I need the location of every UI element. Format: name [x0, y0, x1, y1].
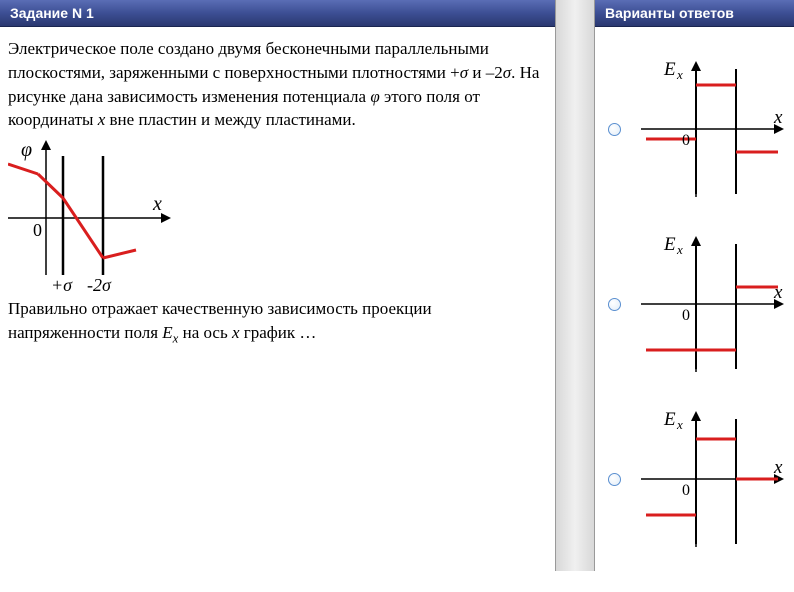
svg-text:x: x [773, 457, 783, 478]
svg-text:E: E [663, 409, 676, 430]
task-header: Задание N 1 [0, 0, 555, 27]
svg-text:x: x [152, 193, 162, 215]
svg-text:+σ: +σ [51, 275, 73, 293]
question-text-2: Правильно отражает качественную зависимо… [8, 297, 547, 348]
answer-option-1: E x x 0 [603, 57, 786, 202]
svg-text:φ: φ [21, 139, 32, 161]
answers-header: Варианты ответов [595, 0, 794, 27]
question-diagram: φ x 0 +σ -2σ [8, 138, 547, 293]
answer-option-2: E x x 0 [603, 232, 786, 377]
question-text-1: Электрическое поле создано двумя бесконе… [8, 37, 547, 132]
chart-option-2: E x x 0 [636, 232, 786, 377]
answer-option-3: E x x 0 [603, 407, 786, 552]
answers-list: E x x 0 E x x 0 E x x 0 [595, 27, 794, 592]
chart-option-3: E x x 0 [636, 407, 786, 552]
svg-text:-2σ: -2σ [87, 275, 112, 293]
svg-text:E: E [663, 234, 676, 255]
svg-text:0: 0 [33, 220, 42, 240]
radio-option-3[interactable] [608, 473, 621, 486]
chart-option-1: E x x 0 [636, 57, 786, 202]
svg-text:x: x [676, 417, 683, 432]
radio-option-2[interactable] [608, 298, 621, 311]
svg-text:E: E [663, 59, 676, 80]
svg-text:0: 0 [682, 132, 690, 149]
svg-text:x: x [676, 242, 683, 257]
svg-text:x: x [773, 282, 783, 303]
panel-divider [555, 0, 595, 571]
svg-text:x: x [773, 107, 783, 128]
svg-text:0: 0 [682, 307, 690, 324]
radio-option-1[interactable] [608, 123, 621, 136]
svg-text:x: x [676, 67, 683, 82]
svg-text:0: 0 [682, 482, 690, 499]
